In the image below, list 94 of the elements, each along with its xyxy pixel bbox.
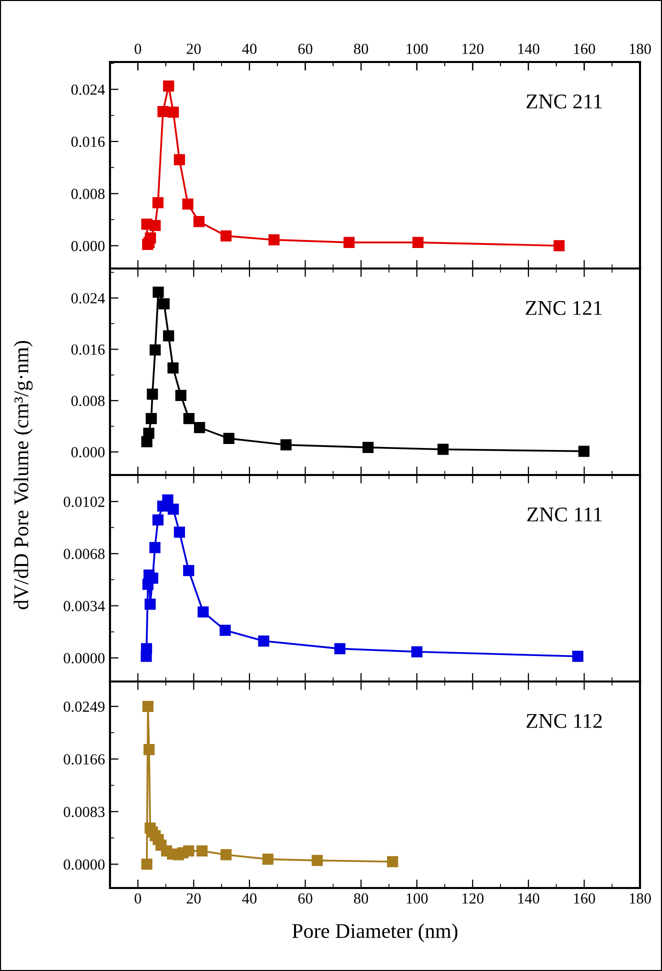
- point: [144, 232, 156, 244]
- x-tick-label: 120: [462, 893, 484, 904]
- y-tick-label: 0.0000: [64, 859, 105, 870]
- point: [344, 236, 355, 248]
- x2-tick-label: 20: [186, 44, 201, 54]
- x-tick-label: 40: [242, 893, 257, 904]
- point: [152, 286, 164, 298]
- y-tick-label: 0.008: [71, 188, 105, 200]
- point: [144, 598, 156, 610]
- y-tick-label: 0.0083: [64, 806, 105, 818]
- x-tick-label: 140: [518, 893, 540, 904]
- point: [578, 446, 590, 457]
- point: [268, 234, 280, 246]
- y-tick-label: 0.000: [71, 240, 105, 252]
- x-tick-label: 60: [298, 893, 312, 904]
- point: [220, 624, 231, 636]
- point: [183, 564, 194, 576]
- y-tick-label: 0.016: [71, 136, 105, 147]
- x2-tick-label: 100: [406, 44, 428, 54]
- point: [193, 216, 205, 228]
- x2-tick-label: 120: [462, 44, 484, 54]
- point: [223, 432, 234, 444]
- point: [572, 650, 584, 662]
- x-tick-label: 160: [574, 893, 596, 904]
- x2-tick-label: 160: [574, 44, 596, 54]
- point: [163, 330, 174, 342]
- point: [146, 388, 158, 400]
- point: [412, 236, 424, 248]
- point: [158, 298, 170, 310]
- point: [167, 362, 179, 374]
- point: [438, 444, 449, 455]
- point: [175, 390, 186, 402]
- point: [152, 514, 164, 526]
- x2-tick-label: 80: [354, 44, 368, 54]
- y-tick-label: 0.024: [71, 84, 105, 95]
- x-tick-label: 100: [406, 893, 428, 904]
- point: [142, 700, 154, 712]
- point: [183, 845, 194, 856]
- point: [174, 154, 186, 166]
- point: [334, 643, 346, 654]
- y-tick-label: 0.024: [71, 293, 105, 304]
- point: [149, 542, 160, 554]
- y-tick-label: 0.0068: [64, 548, 105, 560]
- point: [411, 646, 422, 658]
- annotation: ZNC 211: [526, 94, 602, 109]
- x2-tick-label: 0: [134, 44, 142, 54]
- x-tick-label: 0: [134, 893, 142, 904]
- point: [143, 428, 154, 439]
- point: [220, 230, 232, 242]
- point: [196, 845, 208, 856]
- x2-tick-label: 60: [298, 44, 312, 54]
- annotation: ZNC 112: [526, 714, 602, 728]
- point: [220, 849, 232, 860]
- point: [554, 240, 565, 252]
- x2-tick-label: 180: [630, 44, 651, 54]
- annotation: ZNC 111: [527, 508, 602, 522]
- y-axis-title: dV/dD Pore Volume (cm³/g·nm): [14, 340, 33, 610]
- point: [141, 858, 152, 870]
- x-axis-title: Pore Diameter (nm): [292, 923, 458, 942]
- annotation: ZNC 121: [526, 301, 602, 316]
- point: [387, 856, 398, 868]
- y-tick-label: 0.0249: [64, 702, 105, 712]
- point: [157, 106, 169, 118]
- point: [163, 80, 174, 92]
- point: [182, 198, 194, 210]
- point: [258, 635, 270, 647]
- point: [262, 854, 274, 865]
- point: [362, 442, 374, 453]
- x2-tick-label: 140: [518, 44, 540, 54]
- point: [174, 526, 186, 538]
- y-tick-label: 0.0166: [64, 754, 105, 765]
- point: [140, 643, 152, 654]
- point: [280, 439, 292, 450]
- point: [183, 413, 194, 424]
- x-tick-label: 20: [186, 893, 201, 904]
- point: [143, 744, 155, 756]
- point: [168, 106, 179, 118]
- x-tick-label: 180: [630, 893, 651, 904]
- point: [168, 504, 179, 515]
- y-tick-label: 0.016: [71, 344, 105, 355]
- point: [152, 197, 164, 208]
- x2-tick-label: 40: [242, 44, 257, 54]
- point: [150, 344, 161, 356]
- x-tick-label: 80: [354, 893, 368, 904]
- y-tick-label: 0.0000: [64, 653, 105, 664]
- point: [312, 854, 323, 866]
- y-tick-label: 0.008: [71, 396, 105, 406]
- point: [198, 606, 209, 618]
- point: [146, 413, 157, 424]
- y-tick-label: 0.0102: [64, 496, 104, 508]
- point: [150, 220, 161, 232]
- y-tick-label: 0.0034: [64, 600, 105, 612]
- point: [194, 422, 206, 434]
- y-tick-label: 0.000: [71, 447, 105, 458]
